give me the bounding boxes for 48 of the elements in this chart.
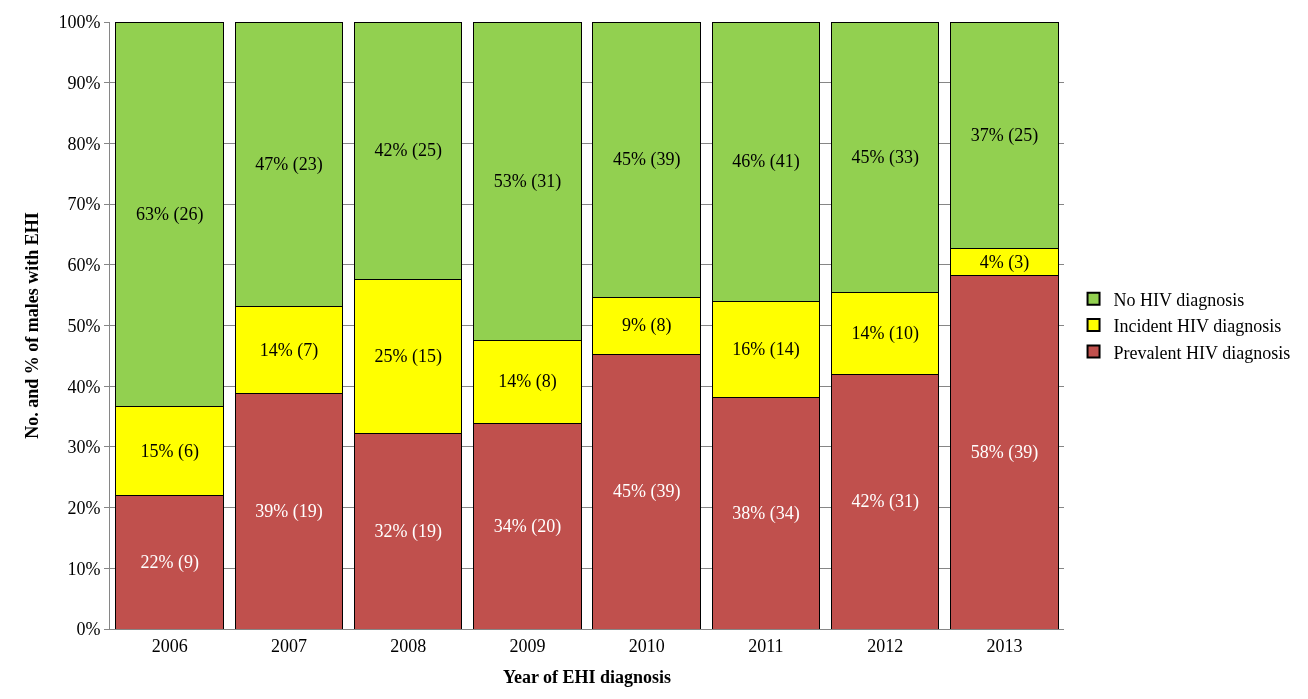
y-tick-label: 10% bbox=[67, 558, 101, 579]
data-label: 45% (33) bbox=[851, 146, 919, 168]
y-tick-label: 80% bbox=[67, 133, 101, 154]
x-tick-label: 2006 bbox=[151, 635, 188, 656]
data-label: 14% (7) bbox=[259, 339, 319, 361]
x-tick-label: 2011 bbox=[748, 635, 784, 656]
data-label: 37% (25) bbox=[970, 124, 1039, 146]
data-label: 9% (8) bbox=[621, 315, 672, 337]
y-tick-label: 90% bbox=[67, 73, 101, 93]
y-tick-label: 100% bbox=[58, 12, 101, 33]
data-label: 63% (26) bbox=[135, 203, 204, 225]
data-label: 25% (15) bbox=[374, 345, 442, 367]
x-tick-label: 2012 bbox=[867, 635, 904, 656]
y-tick-label: 40% bbox=[67, 376, 101, 397]
x-tick-label: 2008 bbox=[390, 635, 427, 656]
data-label: 45% (39) bbox=[612, 149, 681, 171]
y-tick-label: 70% bbox=[67, 194, 101, 215]
data-label: 42% (31) bbox=[851, 491, 919, 513]
x-tick-label: 2013 bbox=[986, 635, 1023, 656]
data-label: 16% (14) bbox=[732, 338, 800, 360]
y-tick-label: 0% bbox=[76, 619, 101, 640]
y-tick-label: 50% bbox=[67, 315, 101, 336]
data-label: 39% (19) bbox=[255, 500, 323, 522]
y-tick-label: 20% bbox=[67, 497, 101, 518]
legend-label: No HIV diagnosis bbox=[1113, 289, 1245, 310]
y-tick-label: 30% bbox=[67, 437, 101, 458]
data-label: 38% (34) bbox=[732, 502, 800, 524]
legend-label: Incident HIV diagnosis bbox=[1113, 316, 1282, 337]
data-label: 47% (23) bbox=[255, 153, 323, 175]
data-label: 53% (31) bbox=[493, 170, 562, 192]
data-label: 32% (19) bbox=[374, 520, 442, 542]
y-axis-title: No. and % of males with EHI bbox=[21, 212, 42, 439]
x-tick-label: 2010 bbox=[628, 635, 665, 656]
data-label: 42% (25) bbox=[374, 140, 442, 162]
data-label: 45% (39) bbox=[612, 481, 681, 503]
data-label: 58% (39) bbox=[970, 441, 1039, 463]
x-axis-title: Year of EHI diagnosis bbox=[502, 666, 672, 687]
data-label: 22% (9) bbox=[140, 551, 199, 573]
data-label: 4% (3) bbox=[979, 251, 1030, 273]
y-tick-label: 60% bbox=[67, 255, 101, 276]
data-label: 14% (8) bbox=[498, 371, 557, 393]
data-label: 34% (20) bbox=[493, 515, 562, 537]
data-label: 46% (41) bbox=[732, 151, 800, 173]
x-tick-label: 2007 bbox=[270, 635, 307, 656]
data-label: 14% (10) bbox=[851, 323, 919, 345]
x-tick-label: 2009 bbox=[509, 635, 546, 656]
legend-label: Prevalent HIV diagnosis bbox=[1113, 342, 1291, 363]
data-label: 15% (6) bbox=[140, 440, 199, 462]
